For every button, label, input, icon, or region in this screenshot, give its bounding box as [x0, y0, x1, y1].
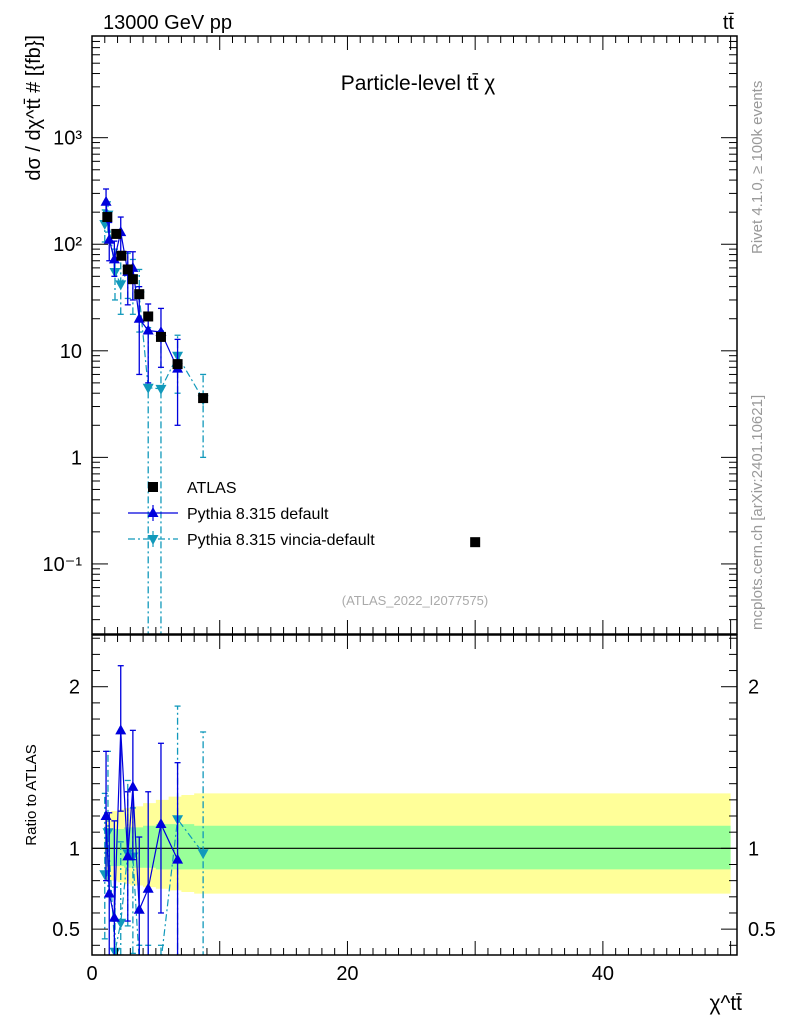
- y-tick-label: 10²: [53, 234, 82, 256]
- ratio-vincia-point: [102, 828, 114, 839]
- ratio-default-line: [105, 730, 179, 918]
- y-tick-label: 1: [71, 447, 82, 469]
- atlas-point: [122, 264, 133, 275]
- atlas-point: [127, 274, 138, 285]
- default-point: [108, 253, 120, 264]
- ratio-default-point: [103, 887, 115, 898]
- ratio-default-point: [108, 911, 120, 922]
- legend-label-pythia-default: Pythia 8.315 default: [187, 506, 329, 523]
- y-tick-label: 2: [748, 677, 759, 699]
- legend-marker-default: [147, 507, 159, 517]
- atlas-point: [143, 311, 154, 322]
- x-tick-label: 20: [336, 963, 358, 985]
- y-tick-label: 2: [69, 677, 80, 699]
- y-tick-label: 0.5: [748, 919, 776, 941]
- ratio-default-point: [172, 853, 184, 864]
- default-line: [105, 201, 179, 369]
- atlas-point: [198, 393, 209, 404]
- y-tick-label: 10³: [53, 128, 82, 150]
- y-tick-label: 10⁻¹: [43, 554, 83, 576]
- ratio-panel-frame: [91, 634, 738, 956]
- main-panel-frame: [91, 35, 738, 635]
- ratio-vincia-point: [143, 958, 154, 968]
- ratio-panel: 0 20 40 0.5 0.5 1 1 2 2 Ratio to ATLAS χ^tt̄: [23, 634, 776, 1015]
- ratio-default-point: [127, 780, 139, 791]
- ratio-vincia-point: [134, 958, 145, 968]
- ratio-default-point: [155, 818, 167, 829]
- ratio-vincia-point: [197, 849, 209, 860]
- x-tick-label: 0: [86, 963, 97, 985]
- ratio-vincia-point: [99, 870, 111, 881]
- legend: ATLAS Pythia 8.315 default Pythia 8.315 …: [128, 480, 375, 549]
- default-point: [103, 233, 115, 244]
- rivet-version-label: Rivet 4.1.0, ≥ 100k events: [749, 81, 766, 254]
- main-panel-title: Particle-level tt̄ χ: [341, 72, 496, 95]
- header-final-state-label: tt̄: [723, 12, 735, 34]
- y-tick-label: 1: [748, 838, 759, 860]
- main-y-axis-label: dσ / dχ^tt̄ # [{fb}]: [23, 35, 45, 181]
- main-panel: 10⁻¹ 1 10 10² 10³ Particle-level tt̄ χ dσ / …: [23, 35, 738, 635]
- legend-marker-vincia: [147, 535, 159, 545]
- x-axis-label: χ^tt̄: [709, 992, 742, 1015]
- watermark: (ATLAS_2022_I2077575): [342, 593, 488, 608]
- x-tick-label: 40: [592, 963, 614, 985]
- atlas-point: [155, 331, 166, 342]
- atlas-point: [102, 212, 113, 223]
- atlas-point: [116, 250, 127, 261]
- default-point: [142, 324, 154, 335]
- atlas-point: [111, 228, 122, 239]
- atlas-point: [134, 289, 145, 300]
- mcplots-label: mcplots.cern.ch [arXiv:2401.10621]: [749, 395, 766, 630]
- ratio-vincia-point: [155, 958, 166, 968]
- header-process-label: 13000 GeV pp: [103, 12, 232, 34]
- y-tick-label: 10: [60, 341, 82, 363]
- vincia-point: [155, 384, 167, 395]
- default-point: [100, 195, 112, 206]
- legend-label-atlas: ATLAS: [187, 480, 237, 497]
- vincia-line: [104, 214, 204, 400]
- ratio-default-point: [122, 850, 134, 861]
- default-point: [133, 312, 145, 323]
- vincia-point: [115, 280, 127, 291]
- ratio-default-point: [100, 810, 112, 820]
- ratio-default-point: [115, 724, 127, 735]
- ratio-y-axis-label: Ratio to ATLAS: [23, 744, 40, 845]
- vincia-point: [142, 383, 154, 394]
- y-tick-label: 0.5: [52, 919, 80, 941]
- atlas-point: [470, 537, 481, 548]
- ratio-default-point: [142, 882, 154, 893]
- legend-marker-atlas: [148, 482, 158, 492]
- y-tick-label: 1: [69, 838, 80, 860]
- ratio-default-point: [133, 903, 145, 914]
- atlas-point: [172, 359, 183, 370]
- uncertainty-band-inner: [104, 824, 731, 870]
- legend-label-pythia-vincia: Pythia 8.315 vincia-default: [187, 532, 375, 549]
